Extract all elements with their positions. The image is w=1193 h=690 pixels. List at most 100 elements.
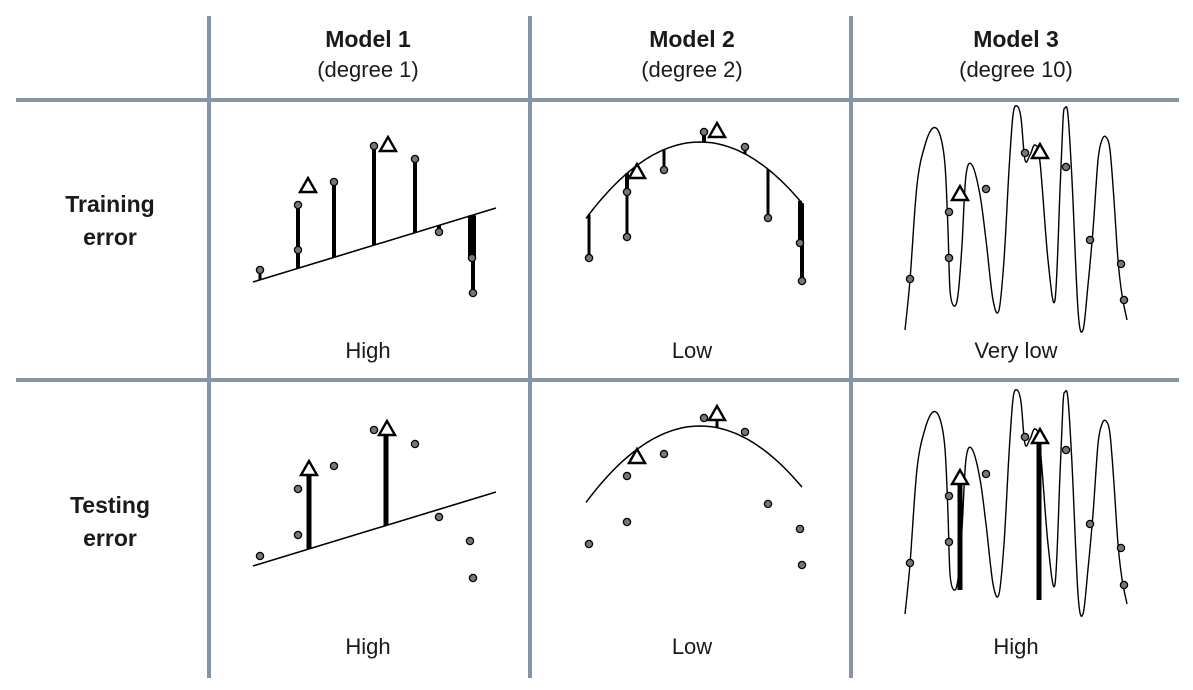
data-point — [468, 288, 478, 298]
data-point — [1020, 432, 1030, 442]
data-point — [1116, 543, 1126, 553]
test-point-triangle — [1029, 426, 1051, 445]
data-point — [699, 413, 709, 423]
data-point — [329, 177, 339, 187]
data-point — [1119, 580, 1129, 590]
fit-curve — [585, 425, 803, 503]
data-point — [434, 512, 444, 522]
data-point — [293, 200, 303, 210]
data-point — [659, 449, 669, 459]
grid-line-vertical-1 — [207, 16, 211, 678]
test-point-triangle — [626, 446, 648, 465]
plot-testing-model-2 — [584, 403, 807, 570]
data-point — [944, 253, 954, 263]
row-label-line-1: Training — [65, 191, 155, 217]
data-point — [465, 536, 475, 546]
plot-training-model-2 — [584, 120, 807, 286]
data-point — [763, 213, 773, 223]
data-point — [369, 425, 379, 435]
test-point-triangle — [626, 161, 648, 180]
row-label-line-2: error — [83, 224, 137, 250]
test-point-triangle — [706, 403, 728, 422]
data-point — [795, 524, 805, 534]
plot-testing-model-3 — [904, 389, 1129, 617]
data-point — [981, 184, 991, 194]
test-point-triangle — [706, 120, 728, 139]
column-title: Model 3 — [973, 26, 1059, 52]
data-point — [329, 461, 339, 471]
data-point — [293, 484, 303, 494]
data-point — [740, 142, 750, 152]
data-point — [795, 238, 805, 248]
grid-line-vertical-2 — [528, 16, 532, 678]
cell-label-training-model-1: High — [345, 338, 391, 363]
test-point-triangle — [1029, 141, 1051, 160]
data-point — [1119, 295, 1129, 305]
cell-label-training-model-3: Very low — [974, 338, 1058, 363]
test-point-triangle — [377, 134, 399, 153]
data-point — [763, 499, 773, 509]
test-point-triangle — [949, 183, 971, 202]
grid-line-horizontal-1 — [16, 98, 1179, 102]
column-title: Model 2 — [649, 26, 735, 52]
row-header-training-error: Training error — [25, 188, 195, 254]
plot-testing-model-1 — [252, 418, 497, 583]
data-point — [797, 560, 807, 570]
data-point — [944, 491, 954, 501]
data-point — [659, 165, 669, 175]
test-point-triangle — [297, 175, 319, 194]
data-point — [699, 127, 709, 137]
cell-label-testing-model-3: High — [993, 634, 1039, 659]
grid-line-vertical-3 — [849, 16, 853, 678]
data-point — [944, 207, 954, 217]
data-point — [1020, 148, 1030, 158]
data-point — [468, 573, 478, 583]
data-point — [622, 232, 632, 242]
cell-label-testing-model-2: Low — [671, 634, 713, 659]
column-subtitle: (degree 10) — [959, 57, 1073, 82]
cell-label-training-model-2: Low — [671, 338, 713, 363]
data-point — [255, 265, 265, 275]
data-point — [740, 427, 750, 437]
data-point — [293, 245, 303, 255]
data-point — [410, 439, 420, 449]
test-point-triangle — [376, 418, 398, 437]
data-point — [1085, 519, 1095, 529]
row-label-line-1: Testing — [69, 492, 151, 518]
row-header-testing-error: Testing error — [25, 489, 195, 555]
data-point — [255, 551, 265, 561]
data-point — [905, 558, 915, 568]
data-point — [1061, 162, 1071, 172]
data-point — [905, 274, 915, 284]
data-point — [584, 539, 594, 549]
data-point — [622, 517, 632, 527]
test-point-triangle — [949, 467, 971, 486]
data-point — [434, 227, 444, 237]
test-point-triangle — [298, 458, 320, 477]
fit-line — [252, 491, 497, 567]
column-header-model-1: Model 1 (degree 1) — [218, 24, 518, 86]
data-point — [981, 469, 991, 479]
fit-curve — [904, 389, 1128, 617]
data-point — [797, 276, 807, 286]
grid-line-horizontal-2 — [16, 378, 1179, 382]
plot-training-model-3 — [904, 105, 1129, 333]
column-header-model-3: Model 3 (degree 10) — [866, 24, 1166, 86]
cell-label-testing-model-1: High — [345, 634, 391, 659]
data-point — [410, 154, 420, 164]
data-point — [369, 141, 379, 151]
fit-curve — [585, 141, 803, 219]
data-point — [584, 253, 594, 263]
data-point — [622, 471, 632, 481]
row-label-line-2: error — [83, 525, 137, 551]
data-point — [944, 537, 954, 547]
column-subtitle: (degree 1) — [317, 57, 419, 82]
plot-training-model-1 — [252, 134, 497, 298]
data-point — [467, 253, 477, 263]
column-title: Model 1 — [325, 26, 411, 52]
column-subtitle: (degree 2) — [641, 57, 743, 82]
data-point — [293, 530, 303, 540]
data-point — [1116, 259, 1126, 269]
column-header-model-2: Model 2 (degree 2) — [542, 24, 842, 86]
